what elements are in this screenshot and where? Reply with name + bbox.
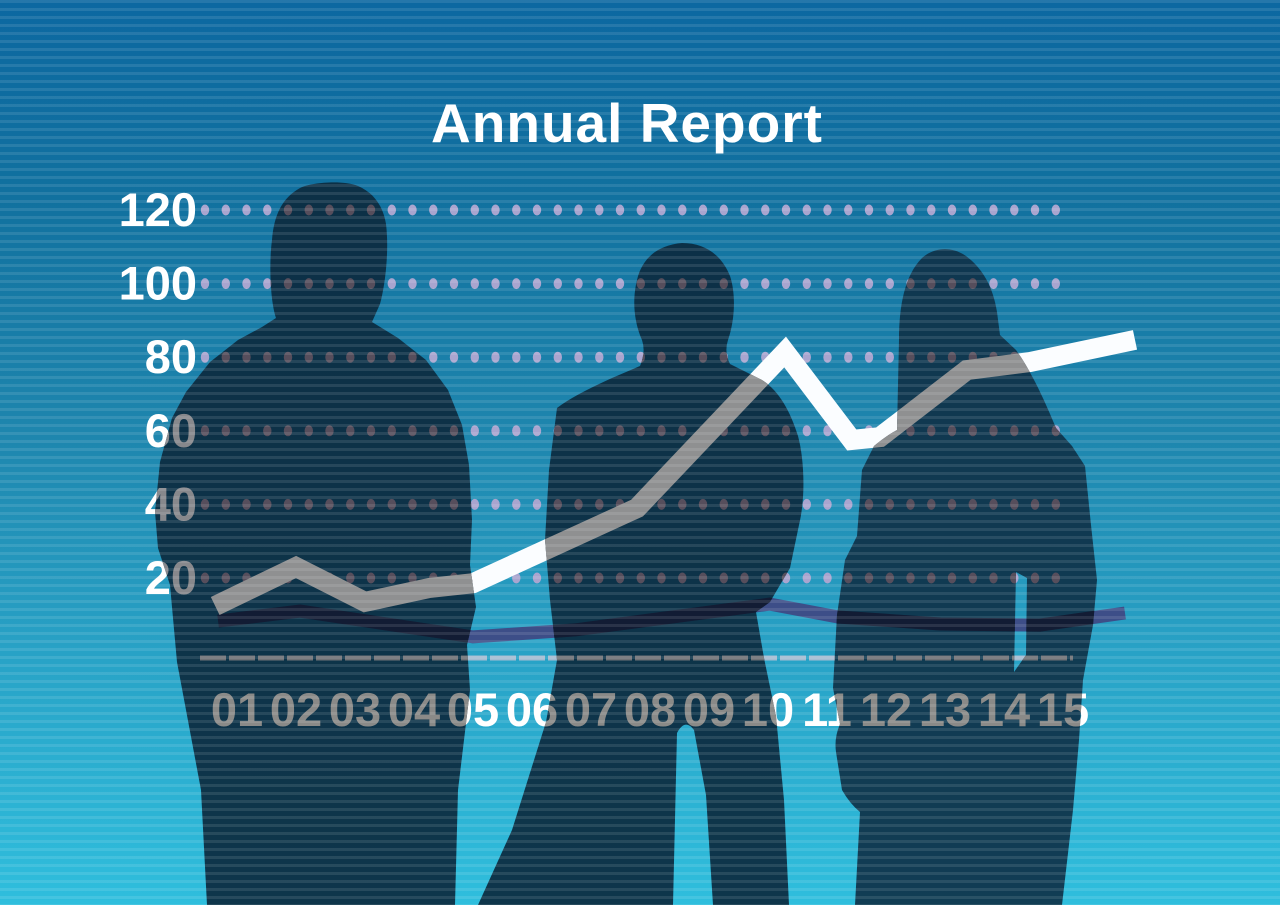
x-axis-label: 14 (978, 683, 1030, 736)
y-axis-label: 40 (145, 477, 197, 530)
main-trend-line (210, 330, 1097, 616)
x-axis-label: 04 (388, 683, 440, 736)
x-axis-label: 09 (683, 683, 735, 736)
chart-title: Annual Report (431, 92, 823, 154)
x-axis-label: 02 (270, 683, 322, 736)
grid-dots-row (200, 278, 1061, 290)
x-axis-label: 13 (919, 683, 971, 736)
grid-dots-row (200, 351, 1061, 363)
x-axis-label: 12 (860, 683, 912, 736)
x-axis-label: 08 (624, 683, 676, 736)
x-axis-label: 07 (565, 683, 617, 736)
silhouettes-group (155, 182, 1097, 905)
silhouette-businessman-left (155, 182, 476, 905)
x-axis-label: 01 (211, 683, 263, 736)
y-axis-label: 120 (119, 183, 197, 236)
y-axis-label: 80 (145, 330, 197, 383)
y-axis-label: 100 (119, 257, 197, 310)
x-axis-label: 03 (329, 683, 381, 736)
